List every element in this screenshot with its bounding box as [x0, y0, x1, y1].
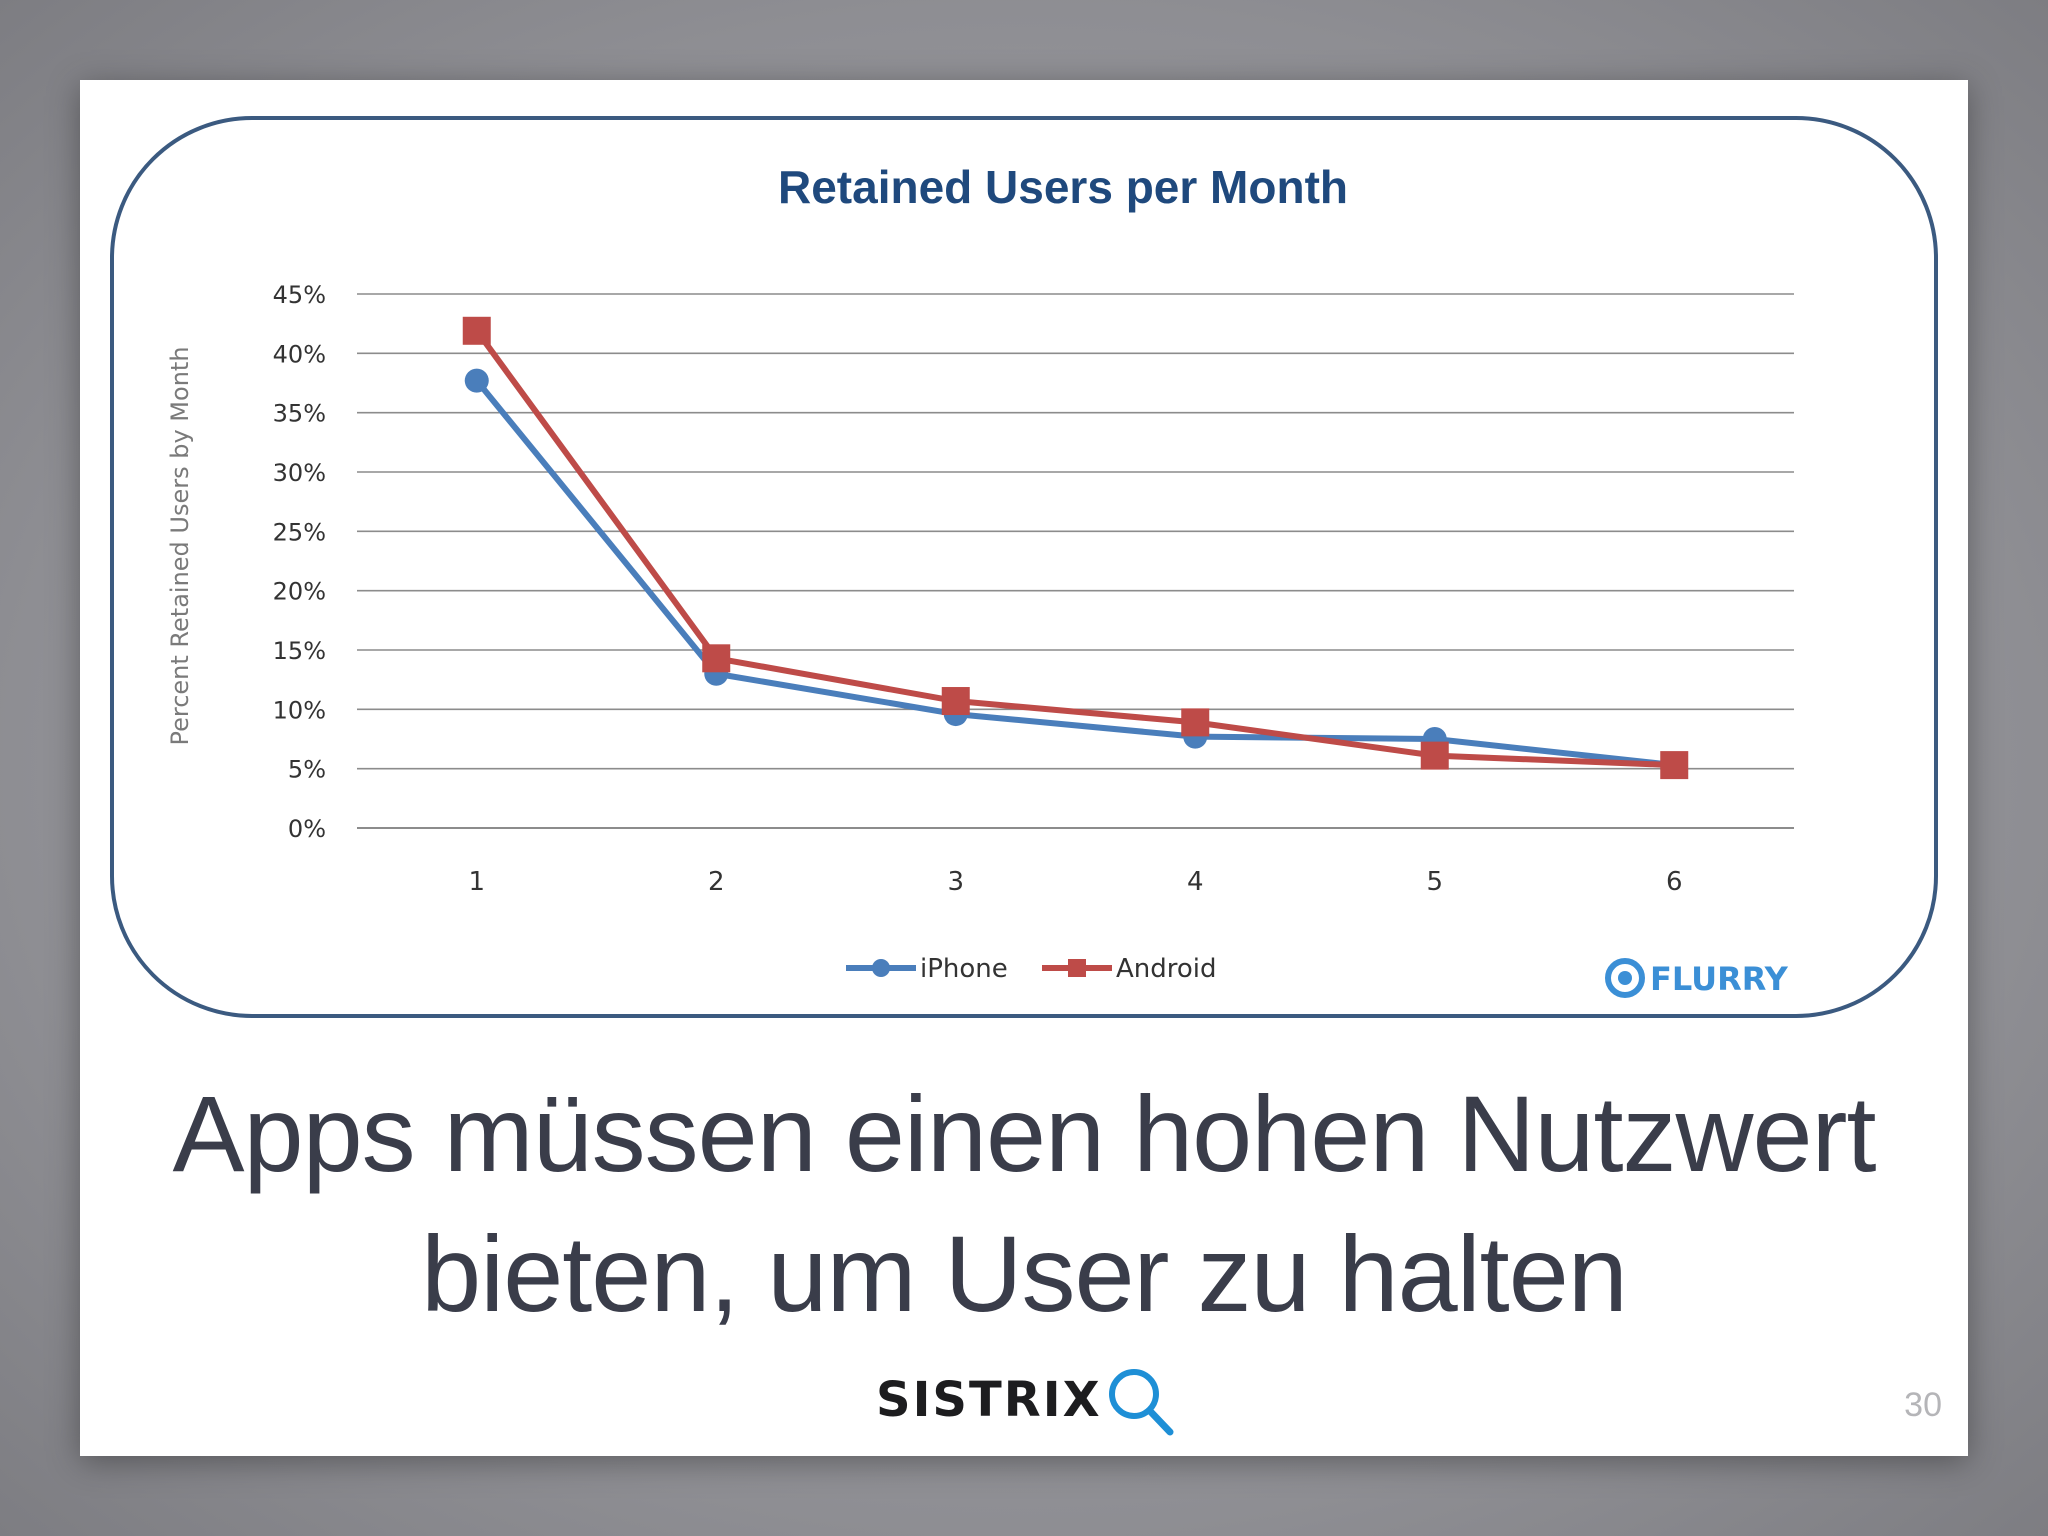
series	[462, 316, 1689, 780]
y-axis-label: Percent Retained Users by Month	[166, 346, 194, 745]
y-tick-label: 35%	[273, 400, 326, 428]
series-line-iphone	[474, 378, 1675, 769]
page-number: 30	[1904, 1386, 1942, 1424]
y-tick-label: 45%	[273, 281, 326, 309]
data-point-android	[462, 316, 491, 345]
x-tick-label: 5	[1426, 867, 1443, 897]
y-tick-label: 10%	[273, 696, 326, 724]
legend-android-marker	[1068, 959, 1086, 977]
chart-frame	[110, 116, 1938, 1018]
data-point-android	[1420, 741, 1449, 770]
data-point-iphone	[464, 368, 489, 393]
y-tick-label: 30%	[273, 459, 326, 487]
series-line-android	[474, 329, 1675, 769]
legend-iphone-marker	[872, 959, 890, 977]
headline-line-2: bieten, um User zu halten	[421, 1213, 1628, 1334]
x-tick-label: 1	[468, 867, 485, 897]
data-point-android	[941, 687, 970, 716]
y-tick-labels: 0% 5% 10% 15% 20% 25% 30% 35% 40% 45%	[273, 281, 326, 843]
legend-android-label: Android	[1116, 954, 1217, 984]
y-tick-label: 20%	[273, 578, 326, 606]
headline-line-1: Apps müssen einen hohen Nutzwert	[172, 1073, 1876, 1194]
y-tick-label: 25%	[273, 518, 326, 546]
chart-title: Retained Users per Month	[778, 161, 1348, 213]
x-tick-label: 2	[708, 867, 725, 897]
magnifier-icon	[1108, 1369, 1174, 1436]
sistrix-logo-text: SISTRIX	[876, 1372, 1102, 1428]
x-tick-labels: 1 2 3 4 5 6	[468, 867, 1682, 897]
sistrix-logo: SISTRIX	[876, 1360, 1182, 1440]
data-point-android	[702, 644, 731, 673]
legend-iphone-label: iPhone	[920, 954, 1008, 984]
chart: Retained Users per Month Percent Retaine…	[110, 116, 1938, 1018]
y-tick-label: 0%	[288, 815, 326, 843]
legend: iPhone Android	[846, 954, 1217, 984]
x-tick-label: 6	[1666, 867, 1683, 897]
x-tick-label: 4	[1187, 867, 1204, 897]
flurry-logo-icon	[1605, 958, 1645, 998]
y-tick-label: 40%	[273, 340, 326, 368]
y-tick-label: 15%	[273, 637, 326, 665]
x-tick-label: 3	[947, 867, 964, 897]
flurry-logo: FLURRY	[1605, 958, 1789, 998]
data-point-android	[1660, 751, 1689, 780]
flurry-logo-text: FLURRY	[1650, 960, 1789, 998]
y-tick-label: 5%	[288, 756, 326, 784]
slide: Retained Users per Month Percent Retaine…	[80, 80, 1968, 1456]
flurry-logo-icon-center	[1618, 971, 1632, 985]
data-point-android	[1181, 708, 1210, 737]
